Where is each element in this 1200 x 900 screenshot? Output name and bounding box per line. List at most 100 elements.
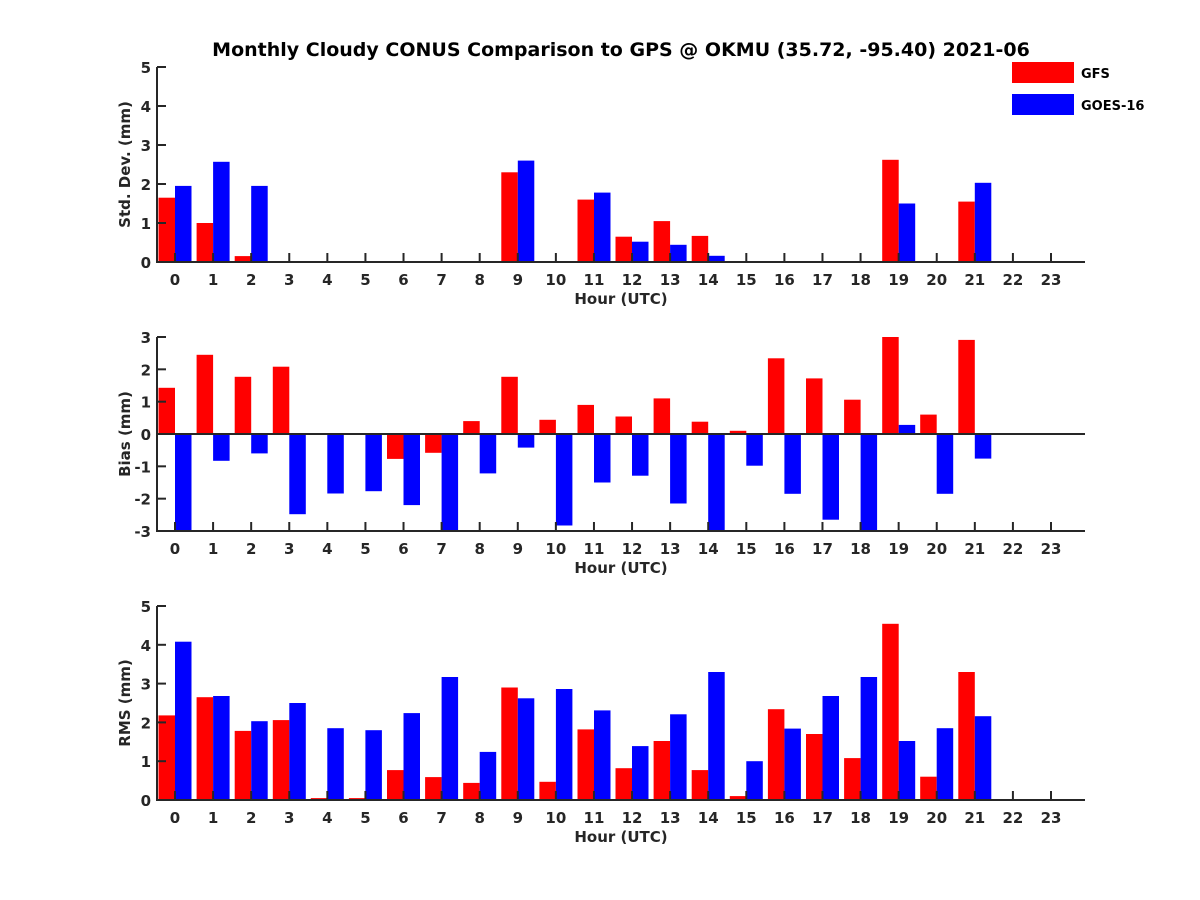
x-tick-label-bias: 6 — [398, 540, 408, 558]
bar-rms-goes16-h1 — [213, 696, 230, 800]
x-tick-label-stddev: 15 — [736, 271, 757, 289]
x-tick-label-bias: 10 — [545, 540, 566, 558]
bar-bias-gfs-h3 — [272, 366, 290, 434]
bar-bias-gfs-h13 — [653, 398, 671, 434]
x-tick-label-stddev: 5 — [360, 271, 370, 289]
y-tick-label-stddev: 1 — [141, 215, 151, 233]
bar-stddev-gfs-h12 — [615, 236, 632, 262]
x-tick-label-bias: 4 — [322, 540, 332, 558]
bar-rms-goes16-h19 — [898, 741, 916, 800]
bar-stddev-gfs-h14 — [691, 235, 709, 262]
x-tick-label-stddev: 2 — [246, 271, 256, 289]
bar-rms-gfs-h2 — [234, 730, 252, 800]
bar-bias-goes16-h6 — [403, 434, 420, 506]
x-tick-label-stddev: 16 — [774, 271, 795, 289]
x-tick-label-bias: 16 — [774, 540, 795, 558]
x-tick-label-rms: 12 — [622, 809, 643, 827]
x-tick-label-rms: 22 — [1002, 809, 1023, 827]
bar-bias-goes16-h19 — [898, 424, 916, 434]
x-tick-label-rms: 3 — [284, 809, 294, 827]
x-tick-label-stddev: 12 — [622, 271, 643, 289]
y-tick-label-bias: -2 — [134, 491, 151, 509]
bar-bias-gfs-h16 — [767, 358, 785, 434]
x-tick-label-stddev: 8 — [474, 271, 484, 289]
x-tick-label-rms: 8 — [474, 809, 484, 827]
x-tick-label-stddev: 18 — [850, 271, 871, 289]
bar-rms-gfs-h12 — [615, 768, 632, 800]
bar-stddev-goes16-h2 — [251, 185, 268, 262]
bar-rms-gfs-h11 — [577, 729, 594, 800]
y-tick-label-rms: 3 — [141, 676, 151, 694]
x-axis-label-bias: Hour (UTC) — [574, 559, 667, 577]
x-tick-label-stddev: 9 — [513, 271, 523, 289]
y-tick-label-stddev: 2 — [141, 176, 151, 194]
bar-bias-gfs-h15 — [729, 430, 747, 434]
bar-stddev-gfs-h21 — [958, 201, 975, 262]
bar-stddev-goes16-h14 — [708, 255, 725, 262]
x-tick-label-rms: 17 — [812, 809, 833, 827]
bar-stddev-gfs-h2 — [234, 256, 252, 262]
bar-rms-gfs-h8 — [463, 782, 480, 800]
bar-stddev-goes16-h1 — [213, 161, 230, 262]
y-tick-label-bias: 2 — [141, 361, 151, 379]
bar-rms-gfs-h0 — [158, 715, 175, 800]
bar-rms-goes16-h5 — [365, 730, 382, 800]
bar-bias-goes16-h14 — [708, 434, 725, 531]
bar-stddev-gfs-h13 — [653, 221, 671, 262]
bar-bias-gfs-h18 — [844, 399, 861, 434]
bar-bias-gfs-h0 — [158, 387, 175, 434]
x-axis-label-stddev: Hour (UTC) — [574, 290, 667, 308]
x-tick-label-bias: 0 — [170, 540, 180, 558]
bar-rms-goes16-h20 — [936, 728, 954, 800]
bar-rms-goes16-h4 — [327, 728, 344, 800]
x-tick-label-stddev: 20 — [926, 271, 947, 289]
bar-bias-goes16-h3 — [289, 434, 306, 515]
legend-label-goes16: GOES-16 — [1081, 99, 1144, 114]
bar-stddev-goes16-h21 — [974, 182, 992, 262]
x-tick-label-rms: 7 — [436, 809, 446, 827]
x-tick-label-rms: 11 — [584, 809, 605, 827]
bar-rms-goes16-h18 — [860, 677, 878, 800]
bar-bias-gfs-h19 — [882, 337, 899, 434]
x-tick-label-rms: 14 — [698, 809, 719, 827]
x-tick-label-bias: 15 — [736, 540, 757, 558]
bar-bias-gfs-h20 — [920, 414, 937, 434]
bar-rms-goes16-h12 — [632, 746, 649, 800]
bar-rms-goes16-h13 — [670, 714, 687, 800]
x-tick-label-bias: 8 — [474, 540, 484, 558]
bar-bias-gfs-h12 — [615, 416, 632, 434]
x-tick-label-rms: 10 — [545, 809, 566, 827]
bar-stddev-gfs-h11 — [577, 199, 594, 262]
x-tick-label-stddev: 17 — [812, 271, 833, 289]
bar-bias-goes16-h4 — [327, 434, 344, 494]
y-tick-label-stddev: 3 — [141, 137, 151, 155]
x-tick-label-bias: 11 — [584, 540, 605, 558]
bar-stddev-goes16-h13 — [670, 244, 687, 262]
x-tick-label-bias: 5 — [360, 540, 370, 558]
bar-rms-goes16-h3 — [289, 703, 306, 800]
y-tick-label-rms: 4 — [141, 637, 151, 655]
bar-rms-gfs-h15 — [729, 796, 747, 800]
x-tick-label-bias: 23 — [1041, 540, 1062, 558]
bar-bias-gfs-h6 — [387, 434, 404, 459]
bar-bias-goes16-h11 — [594, 434, 611, 483]
x-tick-label-stddev: 1 — [208, 271, 218, 289]
x-tick-label-stddev: 0 — [170, 271, 180, 289]
bar-rms-goes16-h15 — [746, 761, 763, 800]
x-tick-label-stddev: 3 — [284, 271, 294, 289]
x-tick-label-stddev: 13 — [660, 271, 681, 289]
bar-bias-goes16-h16 — [784, 434, 801, 494]
bar-rms-gfs-h18 — [844, 758, 861, 800]
x-axis-label-rms: Hour (UTC) — [574, 828, 667, 846]
bar-bias-gfs-h10 — [539, 419, 556, 434]
y-tick-label-stddev: 5 — [141, 59, 151, 77]
x-tick-label-bias: 19 — [888, 540, 909, 558]
y-tick-label-stddev: 0 — [141, 254, 151, 272]
y-tick-label-bias: 1 — [141, 394, 151, 412]
x-tick-label-rms: 9 — [513, 809, 523, 827]
bar-rms-goes16-h2 — [251, 721, 268, 800]
bar-stddev-goes16-h19 — [898, 203, 916, 262]
bar-bias-goes16-h10 — [555, 434, 573, 526]
bar-stddev-gfs-h0 — [158, 197, 175, 262]
